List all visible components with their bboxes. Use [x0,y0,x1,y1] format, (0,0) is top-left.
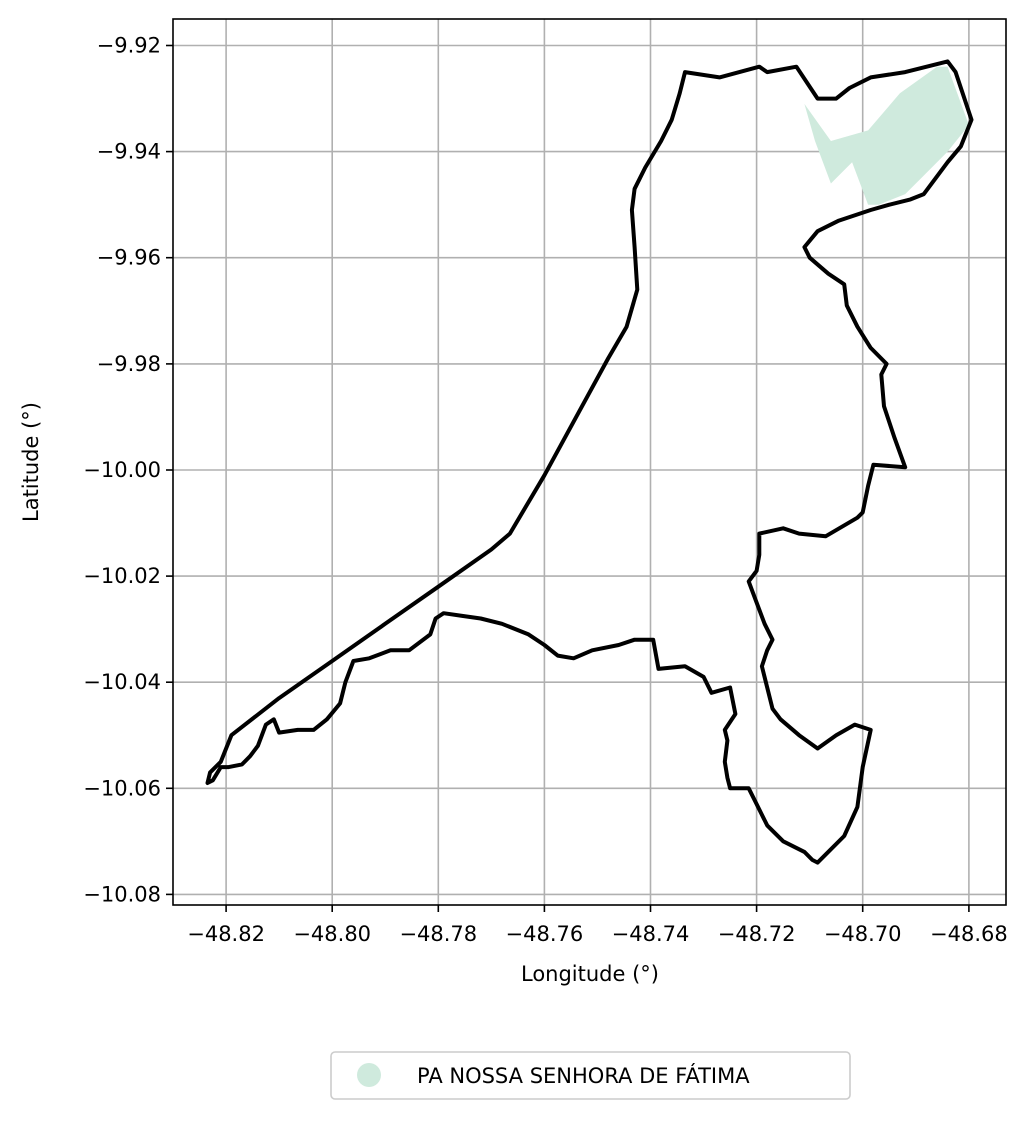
y-tick-label: −9.96 [97,246,161,270]
y-axis-title: Latitude (°) [19,402,43,522]
municipality-outline [205,59,974,865]
x-axis-ticks: −48.82 −48.80 −48.78 −48.76 −48.74 −48.72 −48.… [187,905,1008,946]
legend-label: PA NOSSA SENHORA DE FÁTIMA [417,1063,750,1088]
x-tick-label: −48.80 [293,922,371,946]
y-tick-label: −10.02 [83,564,161,588]
legend: PA NOSSA SENHORA DE FÁTIMA [330,1051,851,1100]
x-tick-label: −48.68 [930,922,1008,946]
plot-frame [172,18,1007,906]
settlement-polygon [804,66,969,205]
y-tick-label: −9.98 [97,352,161,376]
x-tick-label: −48.70 [824,922,902,946]
settlement-area [804,66,969,205]
y-tick-label: −10.08 [83,882,161,906]
y-tick-label: −10.00 [83,458,161,482]
y-tick-label: −10.06 [83,776,161,800]
x-tick-label: −48.76 [506,922,584,946]
y-tick-label: −9.94 [97,140,161,164]
municipality-boundary [205,59,974,865]
y-axis-ticks: −9.92 −9.94 −9.96 −9.98 −10.00 −10.02 −10.04 −1… [83,34,173,906]
x-tick-label: −48.78 [399,922,477,946]
y-tick-label: −9.92 [97,34,161,58]
x-tick-label: −48.82 [187,922,265,946]
legend-marker-icon [357,1063,381,1087]
legend-frame [330,1051,851,1100]
x-axis-title: Longitude (°) [521,962,659,986]
y-tick-label: −10.04 [83,670,161,694]
x-tick-label: −48.74 [612,922,690,946]
x-tick-label: −48.72 [718,922,796,946]
